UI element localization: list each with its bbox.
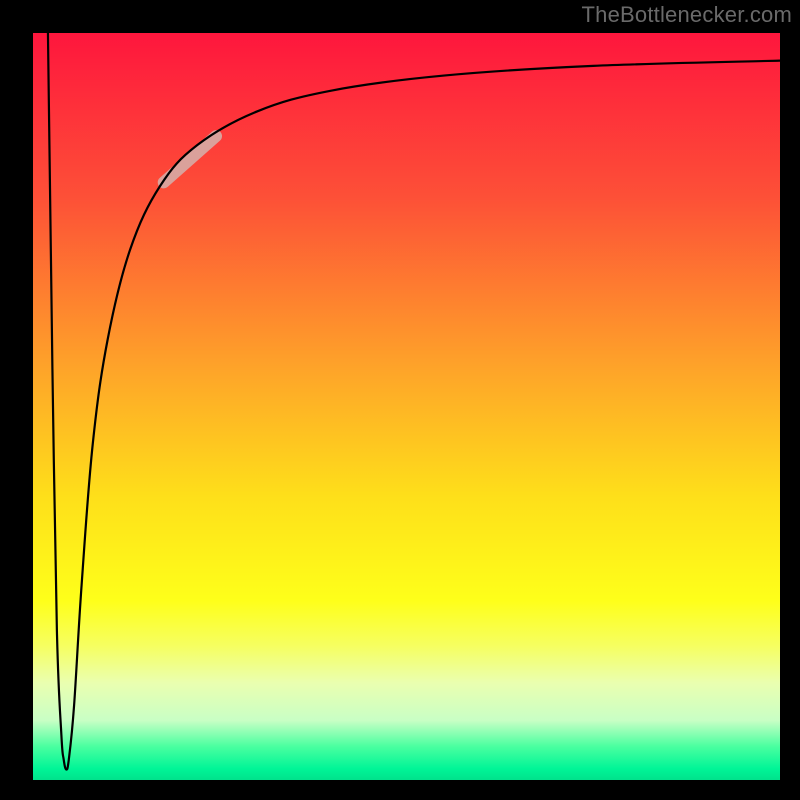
plot-area [33, 33, 780, 780]
bottleneck-curve [48, 33, 780, 770]
curve-layer [33, 33, 780, 780]
chart-container: { "watermark": { "text": "TheBottlenecke… [0, 0, 800, 800]
watermark-text: TheBottlenecker.com [582, 2, 792, 28]
highlight-segment [164, 136, 216, 182]
